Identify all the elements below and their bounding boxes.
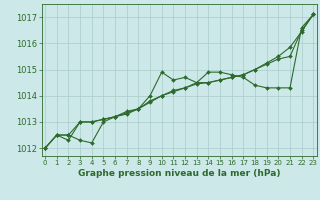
X-axis label: Graphe pression niveau de la mer (hPa): Graphe pression niveau de la mer (hPa): [78, 169, 280, 178]
